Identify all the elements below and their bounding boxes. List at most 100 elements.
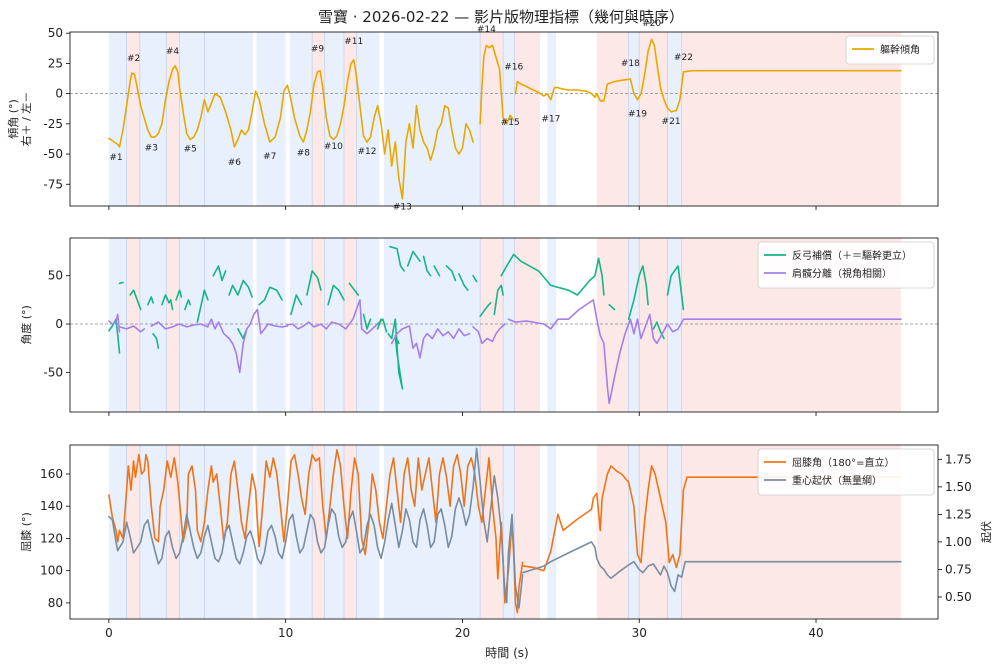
y-tick-label: -75 [43,177,63,191]
series-line-0 [458,273,469,291]
series-line-0 [108,449,524,614]
segment-span-red [166,32,180,206]
legend-entry: 肩髖分離（視角相關） [792,267,892,280]
series-line-1 [108,447,524,609]
segment-span-red [639,32,668,206]
segment-span-blue [290,32,313,206]
event-label: #21 [662,117,681,127]
segment-span-red [126,445,140,619]
segment-span-blue [628,238,640,412]
y2-tick-label: 0.50 [945,590,972,604]
event-label: #13 [393,203,412,213]
series-line-0 [500,253,605,296]
segment-span-blue [547,238,557,412]
segment-span-red [344,445,357,619]
y2-tick-label: 0.75 [945,562,972,576]
segment-span-blue [503,445,515,619]
series-line-0 [376,318,388,333]
event-label: #7 [263,152,276,162]
y-tick-label: 120 [40,531,63,545]
angles-panel: 50 0 -50 角度 (°) 反弓補償（＋＝驅幹更立） 肩髖分離（視角相關） [19,237,939,416]
y-tick-label: 50 [48,26,63,40]
y2-axis-label: 起伏 [979,521,993,543]
segment-span-blue [290,238,313,412]
segment-span-red [166,238,180,412]
event-label: #11 [344,37,363,47]
y-tick-label: 0 [55,317,63,331]
segment-span-blue [383,238,481,412]
series-line-0 [389,245,405,272]
series-line-0 [608,303,616,311]
event-label: #2 [127,54,140,64]
event-label: #8 [297,148,311,158]
segment-span-red [126,32,140,206]
y-tick-label: 140 [40,499,63,513]
segment-span-blue [383,445,481,619]
segment-span-red [639,238,668,412]
y-tick-label: -25 [43,117,63,131]
series-line-0 [514,38,902,113]
legend-box [845,35,935,65]
event-label: #4 [166,47,180,57]
segment-span-red [480,32,504,206]
y-axis-label: 傾角 (°) [6,99,20,139]
segment-span-red [514,32,541,206]
series-line-0 [306,270,322,296]
y-axis-label: 角度 (°) [19,305,33,345]
axes-frame [69,444,939,620]
series-line-1 [507,299,902,405]
legend-entry: 重心起伏（無量綱） [792,474,882,487]
segment-span-red [126,238,140,412]
series-line-0 [184,299,191,311]
x-tick-label: 30 [632,626,647,640]
legend-entry: 反弓補償（＋＝驅幹更立） [792,249,912,262]
series-line-1 [108,313,121,333]
series-line-0 [129,289,142,311]
y-tick-label: 100 [40,564,63,578]
y-axis-label: 屈膝 (°) [20,512,33,552]
event-label: #20 [642,19,661,29]
series-line-0 [327,284,345,306]
series-line-0 [493,284,504,316]
series-line-1 [118,325,145,333]
series-line-0 [387,318,404,390]
y-tick-label: 50 [48,269,63,283]
series-line-0 [175,289,183,301]
series-line-0 [433,265,441,277]
y2-tick-label: 1.75 [945,452,972,466]
series-line-0 [196,289,209,323]
event-label: #10 [324,142,343,152]
segment-span-blue [356,32,380,206]
y-tick-label: 80 [48,596,63,610]
series-line-0 [108,59,474,200]
axes-frame [69,237,939,413]
segment-span-blue [547,445,557,619]
segment-span-blue [628,32,640,206]
series-line-0 [406,250,421,267]
series-line-0 [147,296,154,306]
legend: 軀幹傾角 [845,35,935,65]
series-line-0 [212,265,227,282]
x-tick-label: 10 [278,626,293,640]
segment-span-red [596,32,629,206]
y2-tick-label: 1.50 [945,480,972,494]
segment-span-red [312,32,325,206]
plot-area [108,445,902,619]
series-line-0 [472,274,478,283]
series-line-0 [666,265,685,311]
axes-frame [69,31,939,207]
legend: 屈膝角（180°=直立） 重心起伏（無量綱） [757,448,935,496]
series-line-0 [422,255,432,277]
segment-span-blue [139,445,167,619]
series-line-0 [362,313,372,330]
knee-panel: 0 10 20 30 40 160 140 120 100 80 1.75 1.50 1.25 1.00 0… [20,444,993,640]
plot-area [70,238,938,412]
y-tick-label: 25 [48,56,63,70]
series-line-0 [161,294,174,311]
segment-span-red [480,445,504,619]
y-tick-label: -50 [43,147,63,161]
segment-span-blue [108,32,127,206]
segment-span-blue [108,238,127,412]
event-label: #19 [628,110,647,120]
